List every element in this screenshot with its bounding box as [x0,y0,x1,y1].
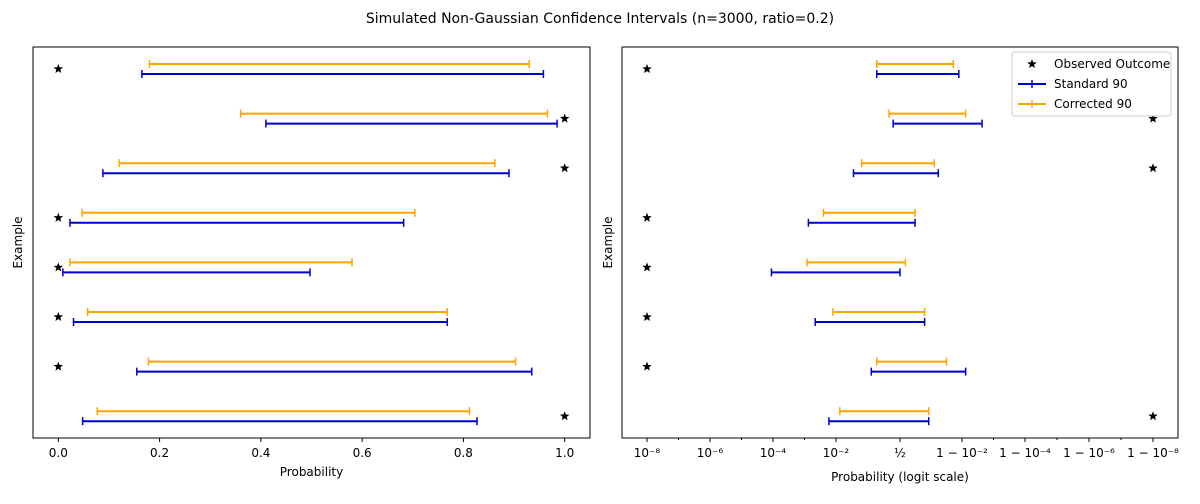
standard-interval [814,318,926,326]
outcome-marker [53,262,64,272]
corrected-interval [81,208,416,217]
outcome-marker [1148,163,1158,173]
outcome-marker [642,212,652,222]
standard-interval [770,268,901,277]
figure-title: Simulated Non-Gaussian Confidence Interv… [366,11,834,27]
x-tick-label: 0.0 [49,446,68,460]
right-chart: 10⁻⁸ 10⁻⁶ 10⁻⁴ 10⁻² ½ 1 − 10⁻² 1 − 10⁻⁴ 1 − 10⁻… [601,51,1179,484]
legend: Observed Outcome Standard 90 Corrected 90 [1011,51,1172,117]
plot-frame [621,46,1179,439]
x-tick-label: 10⁻⁴ [760,446,787,460]
legend-entry-label: Corrected 90 [1054,97,1132,111]
standard-interval [807,218,916,227]
outcome-marker [642,361,652,371]
legend-entry-label: Observed Outcome [1054,57,1170,71]
plot-frame [32,46,591,439]
standard-interval [876,70,960,78]
corrected-interval [806,258,907,267]
corrected-interval [148,60,530,68]
corrected-interval [147,357,517,366]
standard-interval [62,268,311,277]
outcome-marker [1148,113,1158,123]
corrected-interval [239,109,549,118]
corrected-interval [832,308,926,316]
corrected-interval [888,109,967,118]
x-tick-label: ½ [894,446,906,460]
outcome-marker [642,262,652,272]
x-axis-label: Probability [280,465,343,479]
corrected-interval [69,258,353,267]
x-tick-label: 1 − 10⁻⁴ [999,446,1051,460]
left-chart: 0.0 0.2 0.4 0.6 0.8 1.0 Probability Example [11,64,574,479]
x-tick-label: 10⁻⁶ [697,446,724,460]
standard-interval [852,169,940,178]
outcome-marker [53,212,64,222]
x-tick-label: 1 − 10⁻⁶ [1063,446,1115,460]
x-tick-label: 10⁻⁸ [634,446,661,460]
outcome-marker [559,163,570,173]
standard-interval [141,70,545,78]
standard-interval [72,318,448,326]
corrected-interval [86,308,448,316]
corrected-interval [839,407,930,416]
x-tick-label: 0.2 [150,446,169,460]
x-tick-label: 1.0 [555,446,574,460]
x-axis-label: Probability (logit scale) [831,470,969,484]
y-axis-label: Example [601,216,615,268]
standard-interval [828,417,930,426]
outcome-marker [642,312,652,322]
outcome-marker [53,312,64,322]
outcome-marker [53,64,64,74]
corrected-interval [876,60,955,68]
legend-outcome-marker [1027,59,1037,69]
standard-interval [136,367,533,376]
y-axis-label: Example [11,216,25,268]
corrected-interval [822,208,916,217]
x-tick-label: 0.8 [454,446,473,460]
corrected-interval [876,357,948,366]
standard-interval [870,367,967,376]
x-tick-label: 10⁻² [823,446,850,460]
outcome-marker [1148,411,1158,421]
outcome-marker [559,411,570,421]
x-tick-label: 0.6 [353,446,372,460]
outcome-marker [53,361,64,371]
standard-interval [102,169,510,178]
legend-entry-label: Standard 90 [1054,77,1128,91]
standard-interval [265,119,558,128]
standard-interval [69,218,405,227]
corrected-interval [96,407,471,416]
standard-interval [81,417,478,426]
x-tick-label: 1 − 10⁻⁸ [1127,446,1179,460]
outcome-marker [559,113,570,123]
legend-box [1011,51,1172,117]
x-tick-label: 0.4 [251,446,270,460]
x-tick-label: 1 − 10⁻² [936,446,988,460]
corrected-interval [118,159,496,168]
corrected-interval [860,159,935,168]
outcome-marker [642,64,652,74]
standard-interval [892,119,983,128]
